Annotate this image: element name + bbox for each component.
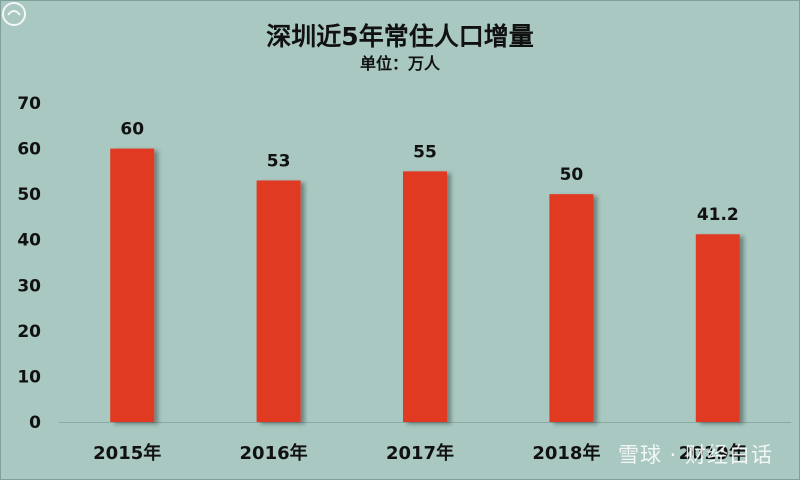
data-labels: 60 53 55 50 41.2: [120, 120, 738, 226]
data-label: 53: [267, 151, 291, 171]
x-tick-label: 2015年: [93, 442, 161, 464]
x-axis: 2015年 2016年 2017年 2018年 2019年: [59, 422, 791, 464]
bar: [695, 234, 740, 422]
snowball-logo-icon: [2, 2, 26, 26]
bar: [549, 194, 594, 422]
bar-series: [110, 148, 740, 423]
bar: [403, 171, 447, 422]
y-tick-label: 20: [17, 322, 41, 342]
data-label: 41.2: [697, 205, 739, 225]
chart-title: 深圳近5年常住人口增量: [266, 22, 534, 51]
y-tick-label: 10: [17, 367, 41, 387]
y-tick-label: 70: [17, 94, 41, 114]
watermark-text: 雪球 · 财经白话: [617, 443, 773, 467]
y-tick-label: 0: [29, 413, 41, 433]
x-tick-label: 2018年: [532, 442, 600, 464]
y-axis: 0 10 20 30 40 50 60 70: [17, 94, 41, 433]
data-label: 55: [413, 142, 437, 162]
data-label: 50: [560, 165, 584, 185]
data-label: 60: [120, 120, 144, 140]
x-tick-label: 2017年: [386, 442, 454, 464]
y-tick-label: 50: [17, 185, 41, 205]
bar: [256, 180, 301, 422]
y-tick-label: 30: [17, 276, 41, 296]
chart-subtitle: 单位：万人: [359, 54, 440, 73]
x-tick-label: 2019年: [679, 442, 747, 464]
bar: [110, 148, 155, 423]
y-tick-label: 40: [17, 231, 41, 251]
x-tick-label: 2016年: [240, 442, 308, 464]
y-tick-label: 60: [17, 140, 41, 160]
